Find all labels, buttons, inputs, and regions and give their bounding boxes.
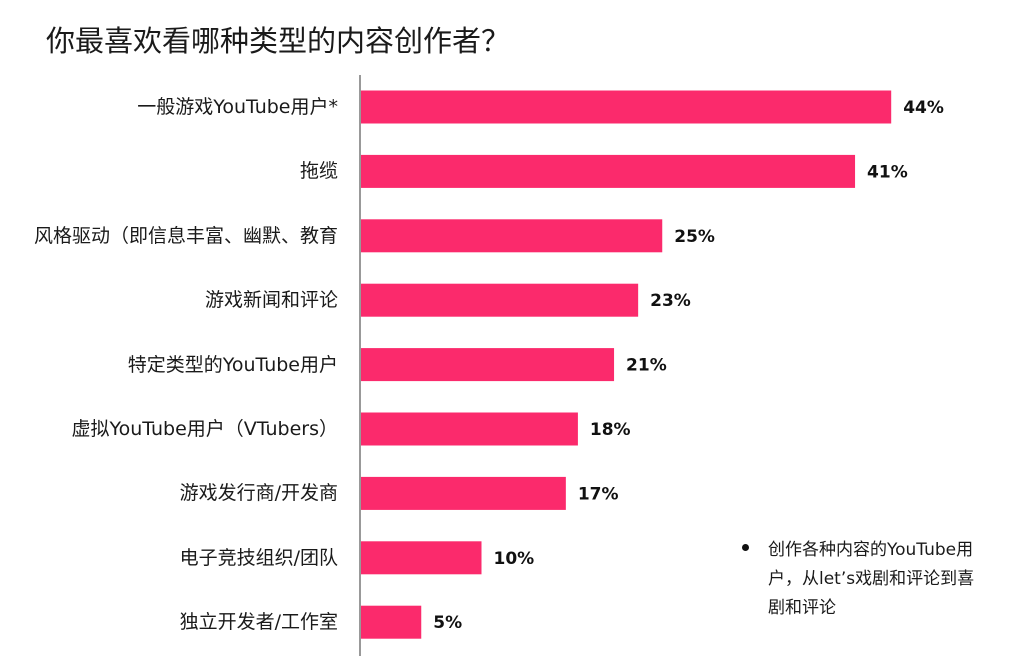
bar: [361, 219, 663, 253]
annotation: 创作各种内容的YouTube用户，从let’s戏剧和评论到喜剧和评论: [768, 540, 975, 618]
bar: [361, 412, 578, 446]
category-label: 游戏发行商/开发商: [179, 482, 338, 505]
value-label: 18%: [590, 420, 631, 440]
value-label: 21%: [626, 356, 667, 376]
bar: [361, 348, 615, 382]
category-label: 一般游戏YouTube用户*: [137, 96, 338, 118]
value-label: 17%: [578, 484, 619, 504]
value-label: 10%: [494, 549, 535, 569]
category-label: 拖缆: [299, 160, 338, 183]
bar: [361, 283, 639, 317]
category-label: 特定类型的YouTube用户: [127, 353, 338, 376]
value-label: 25%: [674, 227, 715, 247]
category-label: 独立开发者/工作室: [179, 611, 338, 634]
chart-title: 你最喜欢看哪种类型的内容创作者？: [46, 24, 511, 58]
bar: [361, 476, 566, 510]
value-label: 41%: [867, 162, 908, 182]
bar: [361, 541, 482, 575]
category-label: 电子竞技组织/团队: [179, 546, 338, 569]
bar: [361, 154, 856, 188]
value-label: 44%: [903, 98, 944, 118]
value-label: 5%: [433, 613, 462, 633]
bar: [361, 90, 892, 124]
value-label: 23%: [650, 291, 691, 311]
category-label: 虚拟YouTube用户（VTubers）: [71, 418, 338, 440]
category-label: 风格驱动（即信息丰富、幽默、教育: [33, 224, 338, 247]
bullet: [742, 544, 749, 551]
bar: [361, 605, 422, 639]
category-label: 游戏新闻和评论: [204, 289, 338, 312]
